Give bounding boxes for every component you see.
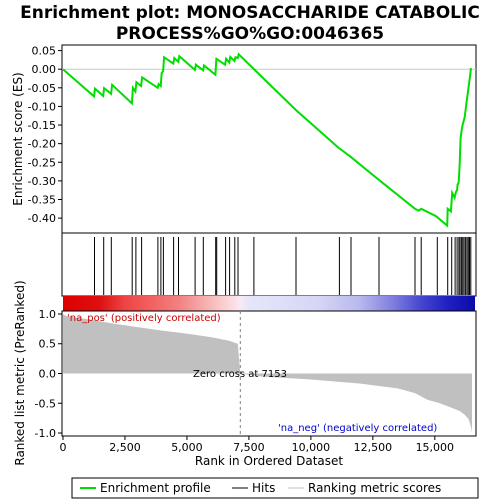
chart-title-line-1: Enrichment plot: MONOSACCHARIDE CATABOLI… (20, 3, 480, 23)
es-y-axis-label: Enrichment score (ES) (11, 72, 25, 205)
metric-y-tick-label: 1.0 (39, 308, 57, 321)
metric-y-tick-label: 0.5 (39, 338, 57, 351)
es-y-tick-label: -0.25 (28, 156, 56, 169)
x-tick-label: 0 (60, 441, 67, 454)
legend-box (71, 477, 479, 499)
x-tick-label: 2,500 (109, 441, 141, 454)
es-y-tick-label: -0.35 (28, 193, 56, 206)
es-y-tick-label: 0.00 (32, 63, 57, 76)
legend-hits-label: Hits (252, 481, 275, 495)
es-y-tick-label: -0.15 (28, 119, 56, 132)
zero-cross-label: Zero cross at 7153 (193, 369, 287, 380)
metric-x-axis-ticks: 0 2,500 5,000 7,500 10,000 12,500 15,000 (60, 436, 455, 454)
enrichment-profile-line (62, 52, 472, 228)
hits-panel-frame (61, 232, 477, 297)
negative-correlation-label: 'na_neg' (negatively correlated) (278, 423, 437, 434)
x-tick-label: 15,000 (416, 441, 455, 454)
x-tick-label: 5,000 (171, 441, 203, 454)
metric-y-tick-label: -0.5 (35, 397, 56, 410)
es-y-tick-label: -0.40 (28, 212, 56, 225)
es-panel-frame (61, 44, 477, 234)
x-tick-label: 10,000 (292, 441, 331, 454)
x-tick-label: 12,500 (354, 441, 393, 454)
x-axis-label: Rank in Ordered Dataset (195, 454, 343, 468)
es-y-tick-label: -0.20 (28, 138, 56, 151)
chart-title-line-2: PROCESS%GO%GO:0046365 (116, 24, 384, 44)
es-y-tick-label: -0.30 (28, 175, 56, 188)
hit-marks (94, 237, 472, 295)
metric-y-tick-label: -1.0 (35, 427, 56, 440)
metric-y-tick-label: 0.0 (39, 368, 57, 381)
legend-profile-label: Enrichment profile (100, 481, 211, 495)
x-tick-label: 7,500 (233, 441, 265, 454)
es-y-tick-label: -0.10 (28, 100, 56, 113)
positive-correlation-label: 'na_pos' (positively correlated) (67, 313, 221, 324)
metric-y-axis-label: Ranked list metric (PreRanked) (13, 280, 27, 465)
legend-metric-label: Ranking metric scores (308, 481, 441, 495)
es-y-axis-ticks: 0.05 0.00 -0.05 -0.10 -0.15 -0.20 -0.25 -0.30 -0… (28, 45, 62, 225)
rank-heatmap-bar (63, 296, 475, 311)
es-y-tick-label: -0.05 (28, 82, 56, 95)
metric-y-axis-ticks: 1.0 0.5 0.0 -0.5 -1.0 (35, 308, 62, 440)
ranking-metric-area (63, 314, 472, 433)
es-y-tick-label: 0.05 (32, 45, 57, 58)
